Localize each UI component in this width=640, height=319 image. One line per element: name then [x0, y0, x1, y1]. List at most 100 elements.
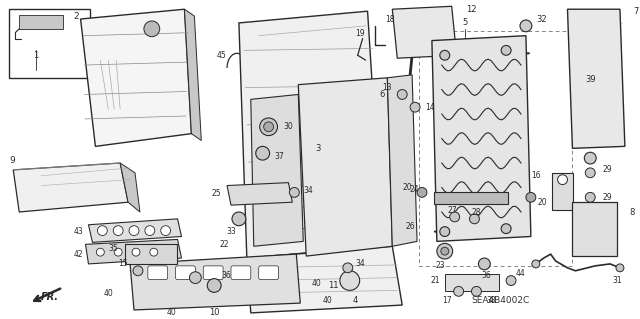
Circle shape — [232, 212, 246, 226]
Circle shape — [189, 272, 202, 284]
Polygon shape — [227, 182, 292, 205]
Text: 20: 20 — [538, 198, 547, 207]
FancyBboxPatch shape — [125, 244, 177, 264]
FancyBboxPatch shape — [231, 266, 251, 279]
Circle shape — [470, 214, 479, 224]
Polygon shape — [88, 219, 182, 242]
Text: 10: 10 — [209, 308, 220, 317]
Circle shape — [340, 271, 360, 290]
Text: 38: 38 — [486, 296, 496, 305]
Text: 35: 35 — [108, 244, 118, 253]
Circle shape — [586, 192, 595, 202]
Polygon shape — [251, 94, 303, 246]
FancyBboxPatch shape — [572, 202, 617, 256]
Polygon shape — [120, 163, 140, 212]
Circle shape — [437, 243, 452, 259]
Text: 8: 8 — [630, 207, 636, 217]
Polygon shape — [387, 75, 417, 246]
Circle shape — [260, 118, 278, 136]
Text: 7: 7 — [633, 7, 638, 16]
Text: 22: 22 — [220, 240, 229, 249]
Text: 40: 40 — [104, 289, 113, 298]
Circle shape — [97, 248, 104, 256]
FancyBboxPatch shape — [175, 266, 195, 279]
FancyBboxPatch shape — [552, 173, 573, 210]
Circle shape — [472, 286, 481, 296]
Text: SEA4B4002C: SEA4B4002C — [472, 296, 530, 305]
Text: 1: 1 — [33, 51, 38, 60]
Circle shape — [264, 122, 273, 132]
Circle shape — [113, 226, 123, 235]
Text: 44: 44 — [516, 269, 526, 278]
Polygon shape — [184, 9, 202, 140]
Circle shape — [441, 247, 449, 255]
Circle shape — [501, 46, 511, 55]
Polygon shape — [239, 11, 383, 258]
Text: 19: 19 — [355, 29, 364, 38]
Circle shape — [440, 227, 450, 236]
Text: 33: 33 — [226, 227, 236, 236]
Text: 34: 34 — [303, 186, 313, 195]
FancyBboxPatch shape — [259, 266, 278, 279]
Circle shape — [133, 266, 143, 276]
Circle shape — [501, 224, 511, 234]
Circle shape — [129, 226, 139, 235]
Polygon shape — [568, 9, 625, 148]
Polygon shape — [130, 254, 300, 310]
Circle shape — [256, 146, 269, 160]
Text: 6: 6 — [380, 90, 385, 99]
Circle shape — [526, 192, 536, 202]
Text: 31: 31 — [612, 276, 622, 285]
Circle shape — [450, 212, 460, 222]
Text: 27: 27 — [448, 205, 458, 215]
Text: 30: 30 — [284, 122, 293, 131]
Text: 40: 40 — [323, 296, 333, 305]
Text: 40: 40 — [311, 279, 321, 288]
Polygon shape — [86, 240, 182, 264]
Text: 25: 25 — [211, 189, 221, 198]
Text: 11: 11 — [328, 281, 338, 290]
Text: 26: 26 — [405, 222, 415, 231]
Circle shape — [584, 152, 596, 164]
Circle shape — [150, 248, 157, 256]
Text: FR.: FR. — [41, 292, 59, 302]
Polygon shape — [13, 163, 128, 212]
Circle shape — [343, 263, 353, 273]
Text: 43: 43 — [74, 227, 84, 236]
Text: 16: 16 — [531, 171, 541, 180]
Text: 29: 29 — [602, 165, 612, 174]
Text: 24: 24 — [410, 185, 419, 194]
Text: 28: 28 — [472, 207, 481, 217]
Text: 36: 36 — [481, 271, 492, 280]
Text: 20: 20 — [403, 183, 412, 192]
FancyBboxPatch shape — [445, 274, 499, 291]
Circle shape — [397, 90, 407, 99]
Text: 34: 34 — [356, 259, 365, 268]
Circle shape — [532, 260, 540, 268]
Polygon shape — [81, 9, 191, 146]
Circle shape — [289, 188, 300, 197]
Circle shape — [440, 50, 450, 60]
Text: 29: 29 — [602, 193, 612, 202]
FancyBboxPatch shape — [10, 9, 90, 78]
Circle shape — [97, 226, 108, 235]
Polygon shape — [432, 36, 531, 241]
Text: 18: 18 — [385, 15, 395, 24]
Circle shape — [161, 226, 171, 235]
Polygon shape — [392, 6, 457, 58]
Text: 32: 32 — [536, 15, 547, 24]
Text: 39: 39 — [585, 75, 596, 84]
Circle shape — [616, 264, 624, 272]
Text: 12: 12 — [467, 5, 477, 14]
FancyBboxPatch shape — [148, 266, 168, 279]
Circle shape — [506, 276, 516, 286]
Text: 4: 4 — [353, 296, 358, 305]
Text: 13: 13 — [383, 83, 392, 92]
Circle shape — [114, 248, 122, 256]
Circle shape — [479, 258, 490, 270]
Circle shape — [586, 168, 595, 178]
Text: 45: 45 — [216, 51, 226, 60]
FancyBboxPatch shape — [434, 192, 508, 204]
Text: 2: 2 — [73, 11, 79, 21]
Circle shape — [454, 286, 463, 296]
